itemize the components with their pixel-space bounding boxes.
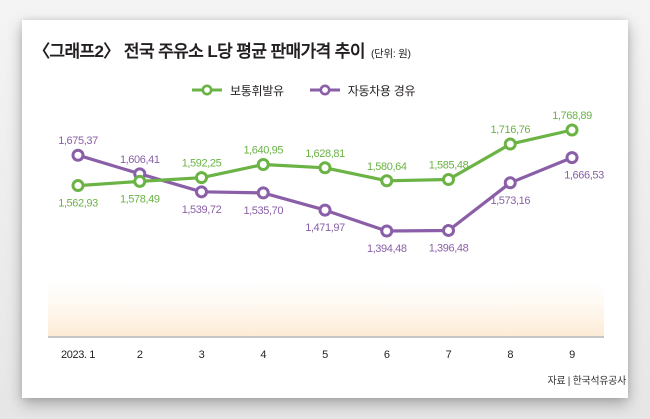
data-label: 1,578,49	[120, 193, 160, 205]
data-point	[71, 148, 85, 162]
data-label: 1,606,41	[120, 154, 160, 166]
data-label: 1,666,53	[564, 170, 604, 182]
data-label: 1,535,70	[243, 205, 283, 217]
data-point	[256, 158, 270, 172]
x-tick-label: 6	[384, 349, 390, 361]
legend-label-diesel: 자동차용 경유	[347, 83, 416, 98]
x-tick-label: 8	[507, 349, 513, 361]
data-label: 1,394,48	[367, 243, 407, 255]
chart-title: 〈그래프2〉 전국 주유소 L당 평균 판매가격 추이 (단위: 원)	[33, 37, 411, 62]
series-0	[71, 123, 579, 193]
unit-note: (단위: 원)	[370, 48, 411, 60]
data-point	[318, 161, 332, 175]
data-point	[503, 137, 517, 151]
data-point	[442, 172, 455, 186]
data-label: 1,675,37	[58, 135, 98, 147]
data-point	[503, 176, 517, 190]
data-label: 1,628,81	[305, 148, 345, 160]
x-tick-label: 2023. 1	[61, 349, 95, 361]
data-point	[442, 223, 455, 237]
data-label: 1,640,95	[243, 145, 283, 157]
label-layer: 1,675,37 1,606,41 1,539,72 1,535,70 1,471,97…	[58, 110, 604, 255]
legend-line-marker-icon	[192, 84, 222, 96]
data-label: 1,539,72	[182, 204, 222, 216]
x-tick-label: 7	[446, 349, 452, 361]
data-point	[565, 151, 579, 165]
data-point	[71, 179, 85, 193]
x-tick-label: 4	[260, 349, 266, 361]
data-point	[318, 203, 332, 217]
data-label: 1,396,48	[429, 242, 469, 254]
chart-title-text: 〈그래프2〉 전국 주유소 L당 평균 판매가격 추이	[33, 42, 365, 61]
x-tick-labels: 2023. 1 2 3 4 5 6 7 8 9	[61, 349, 575, 361]
series-layer	[71, 123, 579, 238]
legend-label-gasoline: 보통휘발유	[230, 83, 284, 98]
legend: 보통휘발유 자동차용 경유	[192, 82, 415, 98]
data-point	[380, 174, 394, 188]
data-point	[256, 186, 270, 200]
data-label: 1,768,89	[552, 110, 592, 122]
data-point	[195, 171, 208, 185]
data-label: 1,592,25	[182, 158, 222, 170]
source-note: 자료 | 한국석유공사	[547, 376, 627, 387]
x-tick-label: 2	[137, 349, 143, 361]
data-label: 1,716,76	[490, 124, 530, 136]
plot-bottom-band	[48, 282, 604, 336]
data-label: 1,580,64	[367, 161, 407, 173]
data-label: 1,585,48	[429, 159, 469, 171]
legend-item-gasoline: 보통휘발유	[192, 82, 284, 99]
data-label: 1,573,16	[490, 195, 530, 207]
x-tick-label: 9	[569, 349, 575, 361]
x-tick-label: 5	[322, 349, 328, 361]
data-label: 1,562,93	[58, 198, 98, 210]
data-point	[565, 123, 579, 137]
legend-line-marker-icon	[309, 84, 340, 96]
x-tick-label: 3	[199, 349, 205, 361]
data-point	[133, 174, 147, 188]
data-point	[380, 224, 394, 238]
legend-item-diesel: 자동차용 경유	[309, 82, 416, 99]
data-label: 1,471,97	[305, 222, 345, 234]
data-point	[195, 185, 208, 199]
